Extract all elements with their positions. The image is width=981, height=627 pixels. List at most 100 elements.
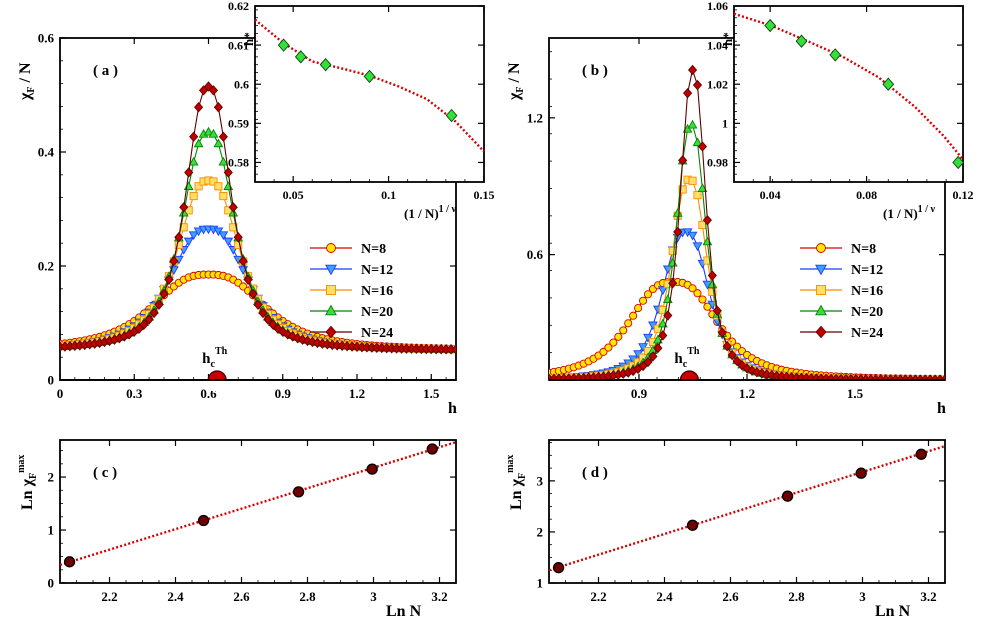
series-b-4-point: [683, 87, 693, 99]
series-a-4-point: [164, 274, 174, 285]
series-a-4-point: [174, 232, 184, 243]
series-b-3-point: [707, 279, 718, 289]
legend-b-1-marker: [815, 264, 827, 276]
panel-a-critical-label-part: c: [211, 359, 216, 370]
panel-b-critical-mask: [678, 381, 701, 391]
panel-c-ylabel-part: max: [16, 455, 27, 473]
series-b-4-point: [678, 155, 688, 166]
panel-b-inset-point: [952, 155, 965, 170]
panel-b-xlabel: h: [937, 400, 946, 417]
series-a-4-point: [263, 314, 273, 325]
series-a-4-point: [218, 131, 228, 142]
series-a-2-point: [209, 177, 218, 186]
panel-c-xtick-label-part: 3.2: [431, 589, 447, 604]
panel-b-inset-ylabel: h*: [720, 32, 735, 46]
panel-b-inset-point: [795, 34, 808, 48]
panel-c-fit: [59, 440, 457, 567]
panel-c-xtick-label: 2.8: [299, 589, 316, 604]
panel-d-xtick-label: 3: [859, 589, 866, 604]
panel-d-point: [855, 467, 867, 479]
panel-c-ytick-label: 1: [48, 523, 55, 538]
series-a-4-point: [213, 102, 223, 113]
series-b-4-point: [663, 310, 673, 321]
panel-a-inset-ytick-label: 0.59: [228, 117, 249, 131]
panel-b-inset-point: [764, 18, 777, 33]
panel-b-xtick-label-part: 1.2: [739, 386, 755, 401]
series-b-4-point: [702, 214, 712, 226]
panel-b-inset-ytick-label-part: 1.04: [707, 38, 728, 52]
panel-b-inset-ytick-label: 1.04: [707, 38, 728, 52]
legend-b-0-label-part: N=8: [851, 242, 876, 257]
series-a-4-point: [233, 232, 243, 243]
panel-c-xtick-label-part: 2.8: [299, 589, 316, 604]
legend-a-0-label: N=8: [361, 242, 386, 257]
series-b-4-point: [727, 349, 737, 361]
panel-b-inset-ytick-label-part: 1: [722, 117, 728, 131]
panel-d-xtick-label: 2.2: [590, 589, 606, 604]
panel-a-xtick-label: 0: [57, 386, 64, 401]
panel-d-ytick-label: 2: [537, 524, 544, 539]
panel-a-ytick-label-part: 0.4: [38, 145, 55, 160]
panel-a-inset-ylabel: h*: [241, 32, 256, 46]
series-a-4-point: [144, 314, 154, 325]
series-a-4-point: [228, 202, 238, 213]
panel-c-ytick-label: 2: [48, 470, 55, 485]
panel-c-xtick-label-part: 2.6: [233, 589, 250, 604]
panel-b-ylabel-part: / N: [506, 62, 523, 86]
series-b-2-point: [693, 191, 702, 200]
panel-a-inset-xtick-label: 0.15: [474, 188, 495, 202]
series-b-3-point: [682, 123, 693, 133]
series-b-4-point: [687, 64, 698, 76]
panel-b-label: ( b ): [582, 63, 608, 79]
panel-a-inset-xtick-label-part: 0.1: [381, 188, 396, 202]
legend-b-4-label-part: N=24: [851, 326, 883, 341]
series-a-4-point: [223, 167, 233, 178]
legend-b-2-label-part: N=16: [851, 284, 883, 299]
series-b-0-point: [619, 326, 628, 335]
panel-a-inset-ytick-label-part: 0.62: [228, 0, 249, 13]
panel-b-inset-ytick-label-part: 1.06: [707, 0, 728, 13]
panel-a-ytick-label: 0: [48, 373, 55, 388]
series-b-1-point: [692, 242, 703, 252]
panel-a-xtick-label-part: 0.3: [126, 386, 143, 401]
series-b-4-point: [712, 305, 722, 316]
series-b-4-point: [697, 141, 708, 152]
panel-c-label: ( c ): [93, 465, 117, 481]
panel-a-critical-label-part: Th: [215, 346, 228, 357]
panel-b-ytick-label: 0.6: [527, 247, 544, 262]
panel-a-xlabel-part: h: [448, 400, 457, 417]
series-a-4-point: [184, 167, 194, 178]
panel-c-point: [426, 443, 438, 455]
series-b-1-point: [657, 286, 668, 296]
series-a-4-point: [189, 131, 199, 142]
panel-a-xtick-label: 1.5: [423, 386, 440, 401]
panel-a-ytick-label-part: 0.6: [38, 31, 55, 46]
series-b-0-point: [693, 289, 702, 298]
legend-a-4-label: N=24: [361, 326, 393, 341]
panel-b-inset-xlabel-part: (1 / N): [883, 206, 918, 221]
series-b-3-point: [672, 208, 683, 217]
series-b-0-point: [614, 332, 623, 341]
panel-d-ytick-label: 3: [537, 473, 544, 488]
panel-c-point: [366, 463, 378, 475]
series-a-2-point: [219, 192, 228, 201]
panel-c-ylabel-part: F: [28, 473, 39, 479]
panel-b-critical-label-part: h: [674, 351, 683, 367]
legend-a-1-label: N=12: [361, 263, 393, 278]
series-a-1-point: [193, 227, 204, 237]
legend-b-0-label: N=8: [851, 242, 876, 257]
panel-a-inset-xtick-label-part: 0.05: [283, 188, 304, 202]
panel-a-critical-label: hc Th: [202, 346, 227, 370]
panel-a-inset-ytick-label: 0.61: [228, 38, 249, 52]
panel-b-ylabel-part: χ: [506, 92, 523, 101]
series-b-0-point: [629, 311, 638, 320]
panel-b-inset-ytick-label: 1.06: [707, 0, 728, 13]
panel-a-inset-ytick-label: 0.6: [234, 77, 249, 91]
panel-a-xtick-label-part: 1.5: [423, 386, 440, 401]
series-a-4-point: [258, 307, 268, 319]
legend-a-2-label: N=16: [361, 284, 393, 299]
panel-a-critical-mask: [206, 381, 229, 391]
panel-a-xtick-label: 0.3: [126, 386, 143, 401]
series-a-4-point: [268, 319, 278, 330]
series-b-4-point: [737, 360, 747, 371]
